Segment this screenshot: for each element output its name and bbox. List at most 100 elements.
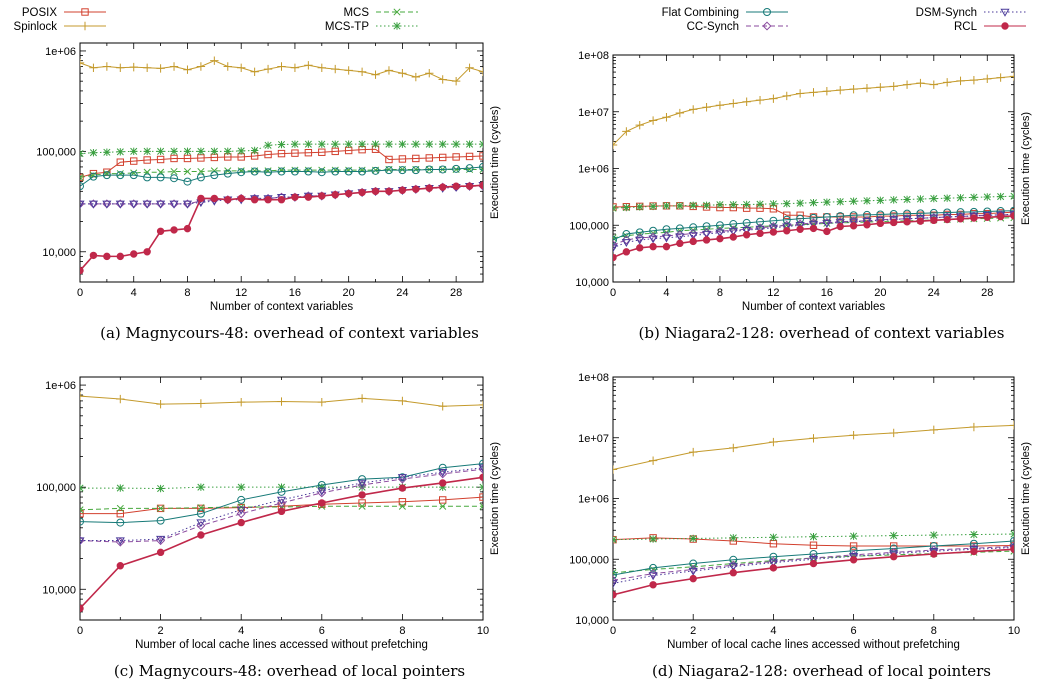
series-layer [80, 56, 483, 275]
data-point [143, 173, 152, 182]
data-point [756, 200, 764, 208]
data-point [809, 533, 818, 541]
series-cc-synch [80, 464, 483, 547]
data-point [809, 198, 818, 207]
data-point [742, 97, 751, 106]
data-point [613, 575, 618, 585]
data-point [345, 166, 353, 174]
data-point [331, 140, 339, 148]
legend-label: Spinlock [14, 21, 58, 33]
data-point [890, 553, 898, 561]
legend-item: MCS [343, 7, 418, 19]
chart-d: 10,000 100,000 1e+06 1e+07 1e+08 0 2 4 6 8 10 Numbe… [569, 372, 1032, 680]
data-point [237, 147, 245, 155]
data-point [621, 239, 631, 248]
data-point [849, 197, 858, 205]
data-point [635, 120, 644, 130]
data-point [849, 546, 858, 555]
chart-caption: (c) Magnycours-48: overhead of local poi… [114, 662, 465, 680]
data-point [425, 69, 434, 78]
data-point [902, 80, 912, 89]
series-line [80, 468, 483, 543]
data-point [116, 171, 125, 180]
data-point [662, 242, 671, 251]
data-point [412, 154, 420, 163]
data-point [890, 218, 898, 227]
data-point [236, 509, 246, 519]
data-point [756, 217, 765, 226]
data-point [80, 484, 84, 492]
y-axis-label: Execution time (cycles) [489, 106, 501, 219]
data-point [358, 475, 367, 484]
data-point [613, 591, 617, 599]
data-point [849, 431, 858, 440]
data-point [809, 224, 818, 233]
data-point [970, 547, 978, 556]
legend-label: RCL [954, 21, 978, 33]
data-point [613, 571, 617, 580]
data-point [318, 148, 326, 156]
data-point [769, 564, 778, 572]
data-point [613, 203, 617, 211]
legend-label: CC-Synch [687, 21, 739, 33]
data-point [635, 228, 644, 237]
data-point [169, 200, 179, 209]
data-point [635, 233, 645, 243]
data-point [970, 530, 978, 539]
data-point [689, 105, 698, 114]
data-point [479, 493, 483, 501]
data-point [478, 67, 483, 76]
data-point [822, 220, 832, 229]
data-point [479, 140, 483, 148]
x-tick-label: 8 [717, 287, 723, 299]
y-axis-label: Execution time (cycles) [1020, 442, 1032, 555]
y-tick-label: 1e+08 [578, 50, 609, 62]
data-point [412, 185, 420, 193]
data-point [479, 473, 483, 481]
data-point [318, 140, 326, 148]
series-mcs [80, 165, 483, 181]
data-point [742, 200, 751, 209]
data-point [439, 183, 447, 191]
data-point [115, 537, 125, 546]
data-point [304, 167, 313, 176]
legend-label: MCS [343, 7, 369, 19]
series-rcl [80, 181, 483, 275]
legend-label: DSM-Synch [916, 7, 977, 19]
data-point [676, 202, 684, 210]
data-point [196, 509, 205, 518]
data-point [916, 209, 925, 218]
data-point [89, 148, 98, 157]
data-point [782, 223, 792, 232]
series-rcl [613, 212, 1014, 262]
data-point [649, 581, 657, 589]
data-point [237, 194, 245, 203]
data-point [689, 201, 697, 209]
data-point [358, 188, 366, 197]
data-point [304, 166, 312, 174]
data-point [983, 213, 991, 222]
data-point [129, 200, 139, 209]
data-point [636, 203, 644, 211]
x-tick-label: 2 [690, 625, 696, 637]
data-point [156, 147, 165, 156]
data-point [809, 88, 818, 97]
data-point [649, 202, 657, 211]
data-point [237, 63, 246, 72]
data-point [116, 518, 125, 527]
data-point [250, 196, 259, 204]
data-point [116, 484, 124, 492]
data-point [358, 140, 366, 148]
legend-marker [81, 8, 89, 16]
data-point [291, 149, 299, 157]
data-point [622, 127, 631, 136]
data-point [196, 173, 205, 182]
data-point [264, 168, 273, 177]
legend-item: Flat Combining [662, 7, 788, 19]
data-point [823, 198, 831, 206]
data-point [210, 147, 219, 156]
chart-caption: (d) Niagara2-128: overhead of local poin… [652, 662, 991, 680]
data-point [438, 165, 447, 174]
x-tick-label: 16 [821, 287, 833, 299]
series-layer [613, 72, 1014, 262]
